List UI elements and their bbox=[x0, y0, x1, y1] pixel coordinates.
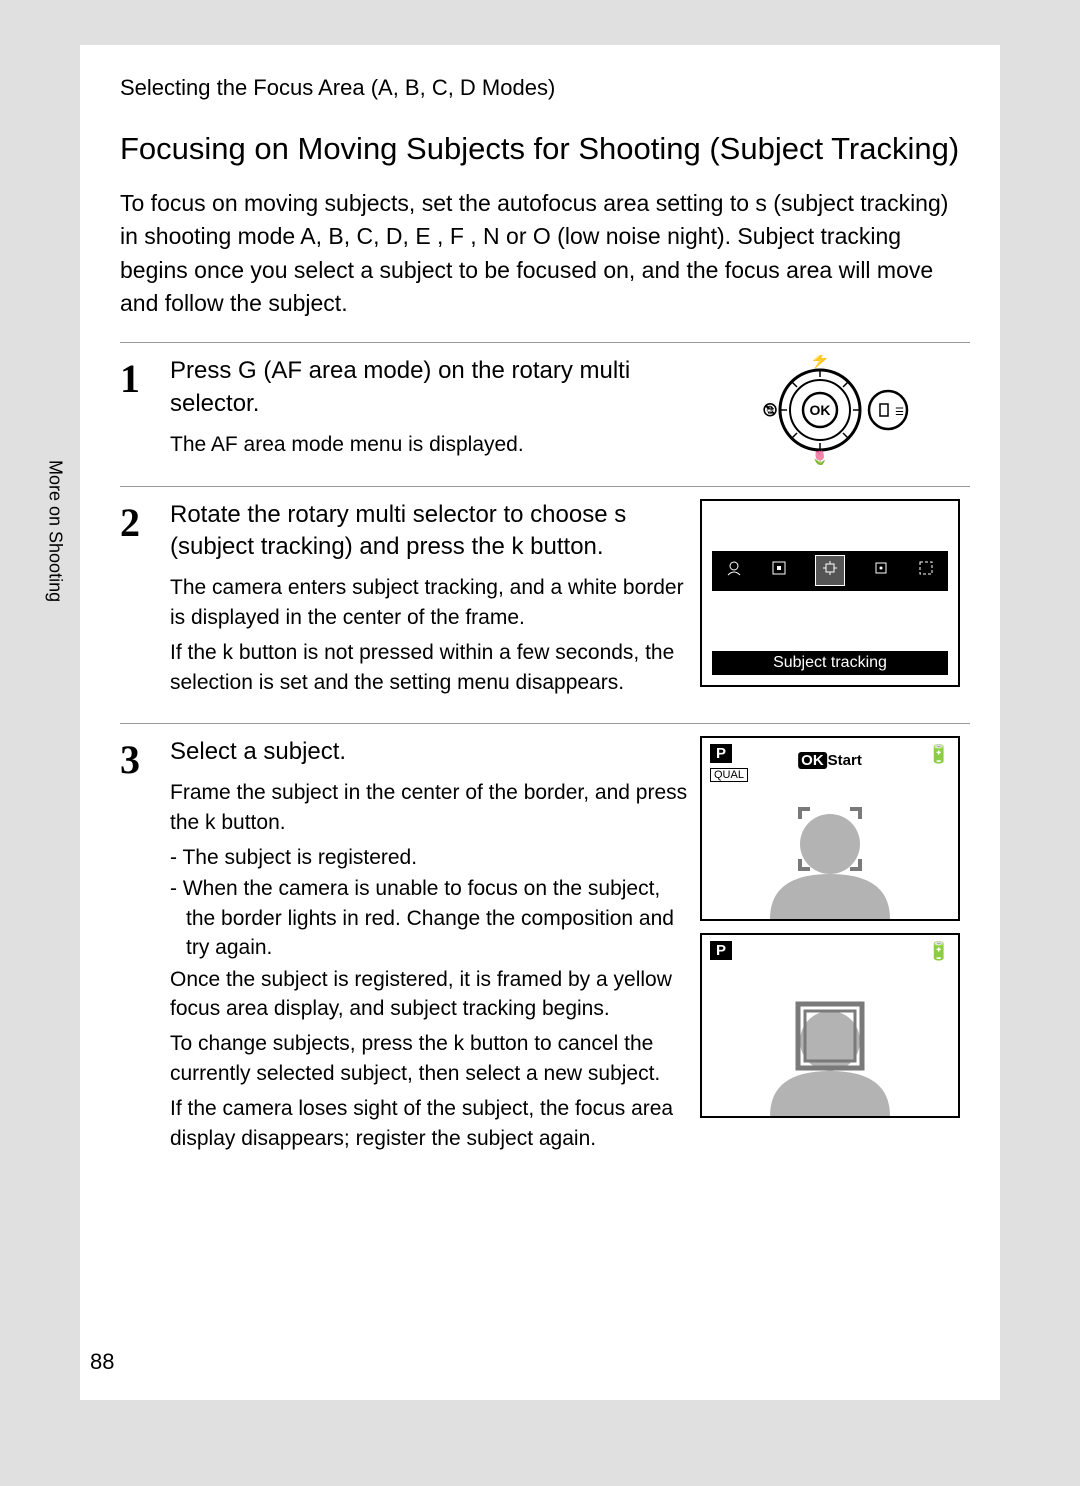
rotary-dial-icon: OK ⚡ 🌷 🕲 ☰ bbox=[750, 355, 920, 465]
lcd-screen: Subject tracking bbox=[700, 499, 960, 687]
subject-silhouette-icon bbox=[750, 996, 910, 1116]
af-mode-face-icon bbox=[725, 559, 743, 582]
screen-select-subject: P QUAL 🔋 OKStart bbox=[700, 736, 960, 921]
step-description: The camera enters subject tracking, and … bbox=[170, 573, 690, 697]
figure-rotary-selector: OK ⚡ 🌷 🕲 ☰ bbox=[700, 355, 970, 465]
step-desc-line: To change subjects, press the k button t… bbox=[170, 1029, 690, 1088]
mode-badge: P bbox=[710, 941, 732, 960]
ok-start-label: OKStart bbox=[798, 752, 862, 769]
qual-badge: QUAL bbox=[710, 768, 748, 782]
section-tab-label: More on Shooting bbox=[45, 460, 66, 602]
subject-silhouette-icon bbox=[750, 799, 910, 919]
step-1: 1 Press G (AF area mode) on the rotary m… bbox=[120, 343, 970, 485]
step-title: Select a subject. bbox=[170, 736, 690, 768]
step-desc-line: If the camera loses sight of the subject… bbox=[170, 1094, 690, 1153]
page-title: Focusing on Moving Subjects for Shooting… bbox=[120, 131, 970, 167]
section-tab: More on Shooting bbox=[42, 460, 68, 625]
step-number: 2 bbox=[120, 499, 170, 703]
step-desc-line: If the k button is not pressed within a … bbox=[170, 638, 690, 697]
figure-af-area-menu: Subject tracking bbox=[700, 499, 970, 703]
svg-text:⚡: ⚡ bbox=[810, 355, 830, 369]
battery-icon: 🔋 bbox=[928, 941, 950, 962]
list-item: When the camera is unable to focus on th… bbox=[186, 874, 690, 962]
ok-icon: OK bbox=[798, 752, 827, 769]
step-desc-line: The camera enters subject tracking, and … bbox=[170, 573, 690, 632]
lcd-caption: Subject tracking bbox=[712, 651, 948, 675]
step-description: The AF area mode menu is displayed. bbox=[170, 430, 690, 459]
af-mode-manual-icon bbox=[815, 555, 845, 586]
af-mode-bar bbox=[712, 551, 948, 591]
af-mode-center-icon bbox=[872, 559, 890, 582]
step-desc-line: Once the subject is registered, it is fr… bbox=[170, 965, 690, 1024]
svg-text:☰: ☰ bbox=[895, 407, 904, 418]
battery-icon: 🔋 bbox=[928, 744, 950, 765]
start-text: Start bbox=[828, 752, 862, 769]
step-number: 3 bbox=[120, 736, 170, 1159]
step-body: Rotate the rotary multi selector to choo… bbox=[170, 499, 700, 703]
screen-subject-registered: P 🔋 bbox=[700, 933, 960, 1118]
step-title: Rotate the rotary multi selector to choo… bbox=[170, 499, 690, 564]
intro-paragraph: To focus on moving subjects, set the aut… bbox=[120, 187, 970, 320]
step-2: 2 Rotate the rotary multi selector to ch… bbox=[120, 487, 970, 723]
step-desc-list: The subject is registered. When the came… bbox=[170, 843, 690, 963]
step-title: Press G (AF area mode) on the rotary mul… bbox=[170, 355, 690, 420]
af-mode-tracking-icon bbox=[917, 559, 935, 582]
step-3: 3 Select a subject. Frame the subject in… bbox=[120, 724, 970, 1179]
svg-text:OK: OK bbox=[810, 402, 831, 418]
step-description: Frame the subject in the center of the b… bbox=[170, 778, 690, 1153]
figure-subject-tracking: P QUAL 🔋 OKStart bbox=[700, 736, 970, 1159]
step-body: Select a subject. Frame the subject in t… bbox=[170, 736, 700, 1159]
step-body: Press G (AF area mode) on the rotary mul… bbox=[170, 355, 700, 465]
step-number: 1 bbox=[120, 355, 170, 465]
list-item: The subject is registered. bbox=[186, 843, 690, 872]
af-mode-auto-icon bbox=[770, 559, 788, 582]
step-desc-line: The AF area mode menu is displayed. bbox=[170, 430, 690, 459]
steps-list: 1 Press G (AF area mode) on the rotary m… bbox=[120, 342, 970, 1179]
breadcrumb: Selecting the Focus Area (A, B, C, D Mod… bbox=[120, 75, 970, 101]
manual-page: Selecting the Focus Area (A, B, C, D Mod… bbox=[80, 45, 1000, 1400]
mode-badge: P bbox=[710, 744, 732, 763]
svg-text:🌷: 🌷 bbox=[811, 450, 828, 465]
step-desc-line: Frame the subject in the center of the b… bbox=[170, 778, 690, 837]
svg-text:🕲: 🕲 bbox=[763, 402, 778, 418]
page-number: 88 bbox=[90, 1349, 114, 1375]
